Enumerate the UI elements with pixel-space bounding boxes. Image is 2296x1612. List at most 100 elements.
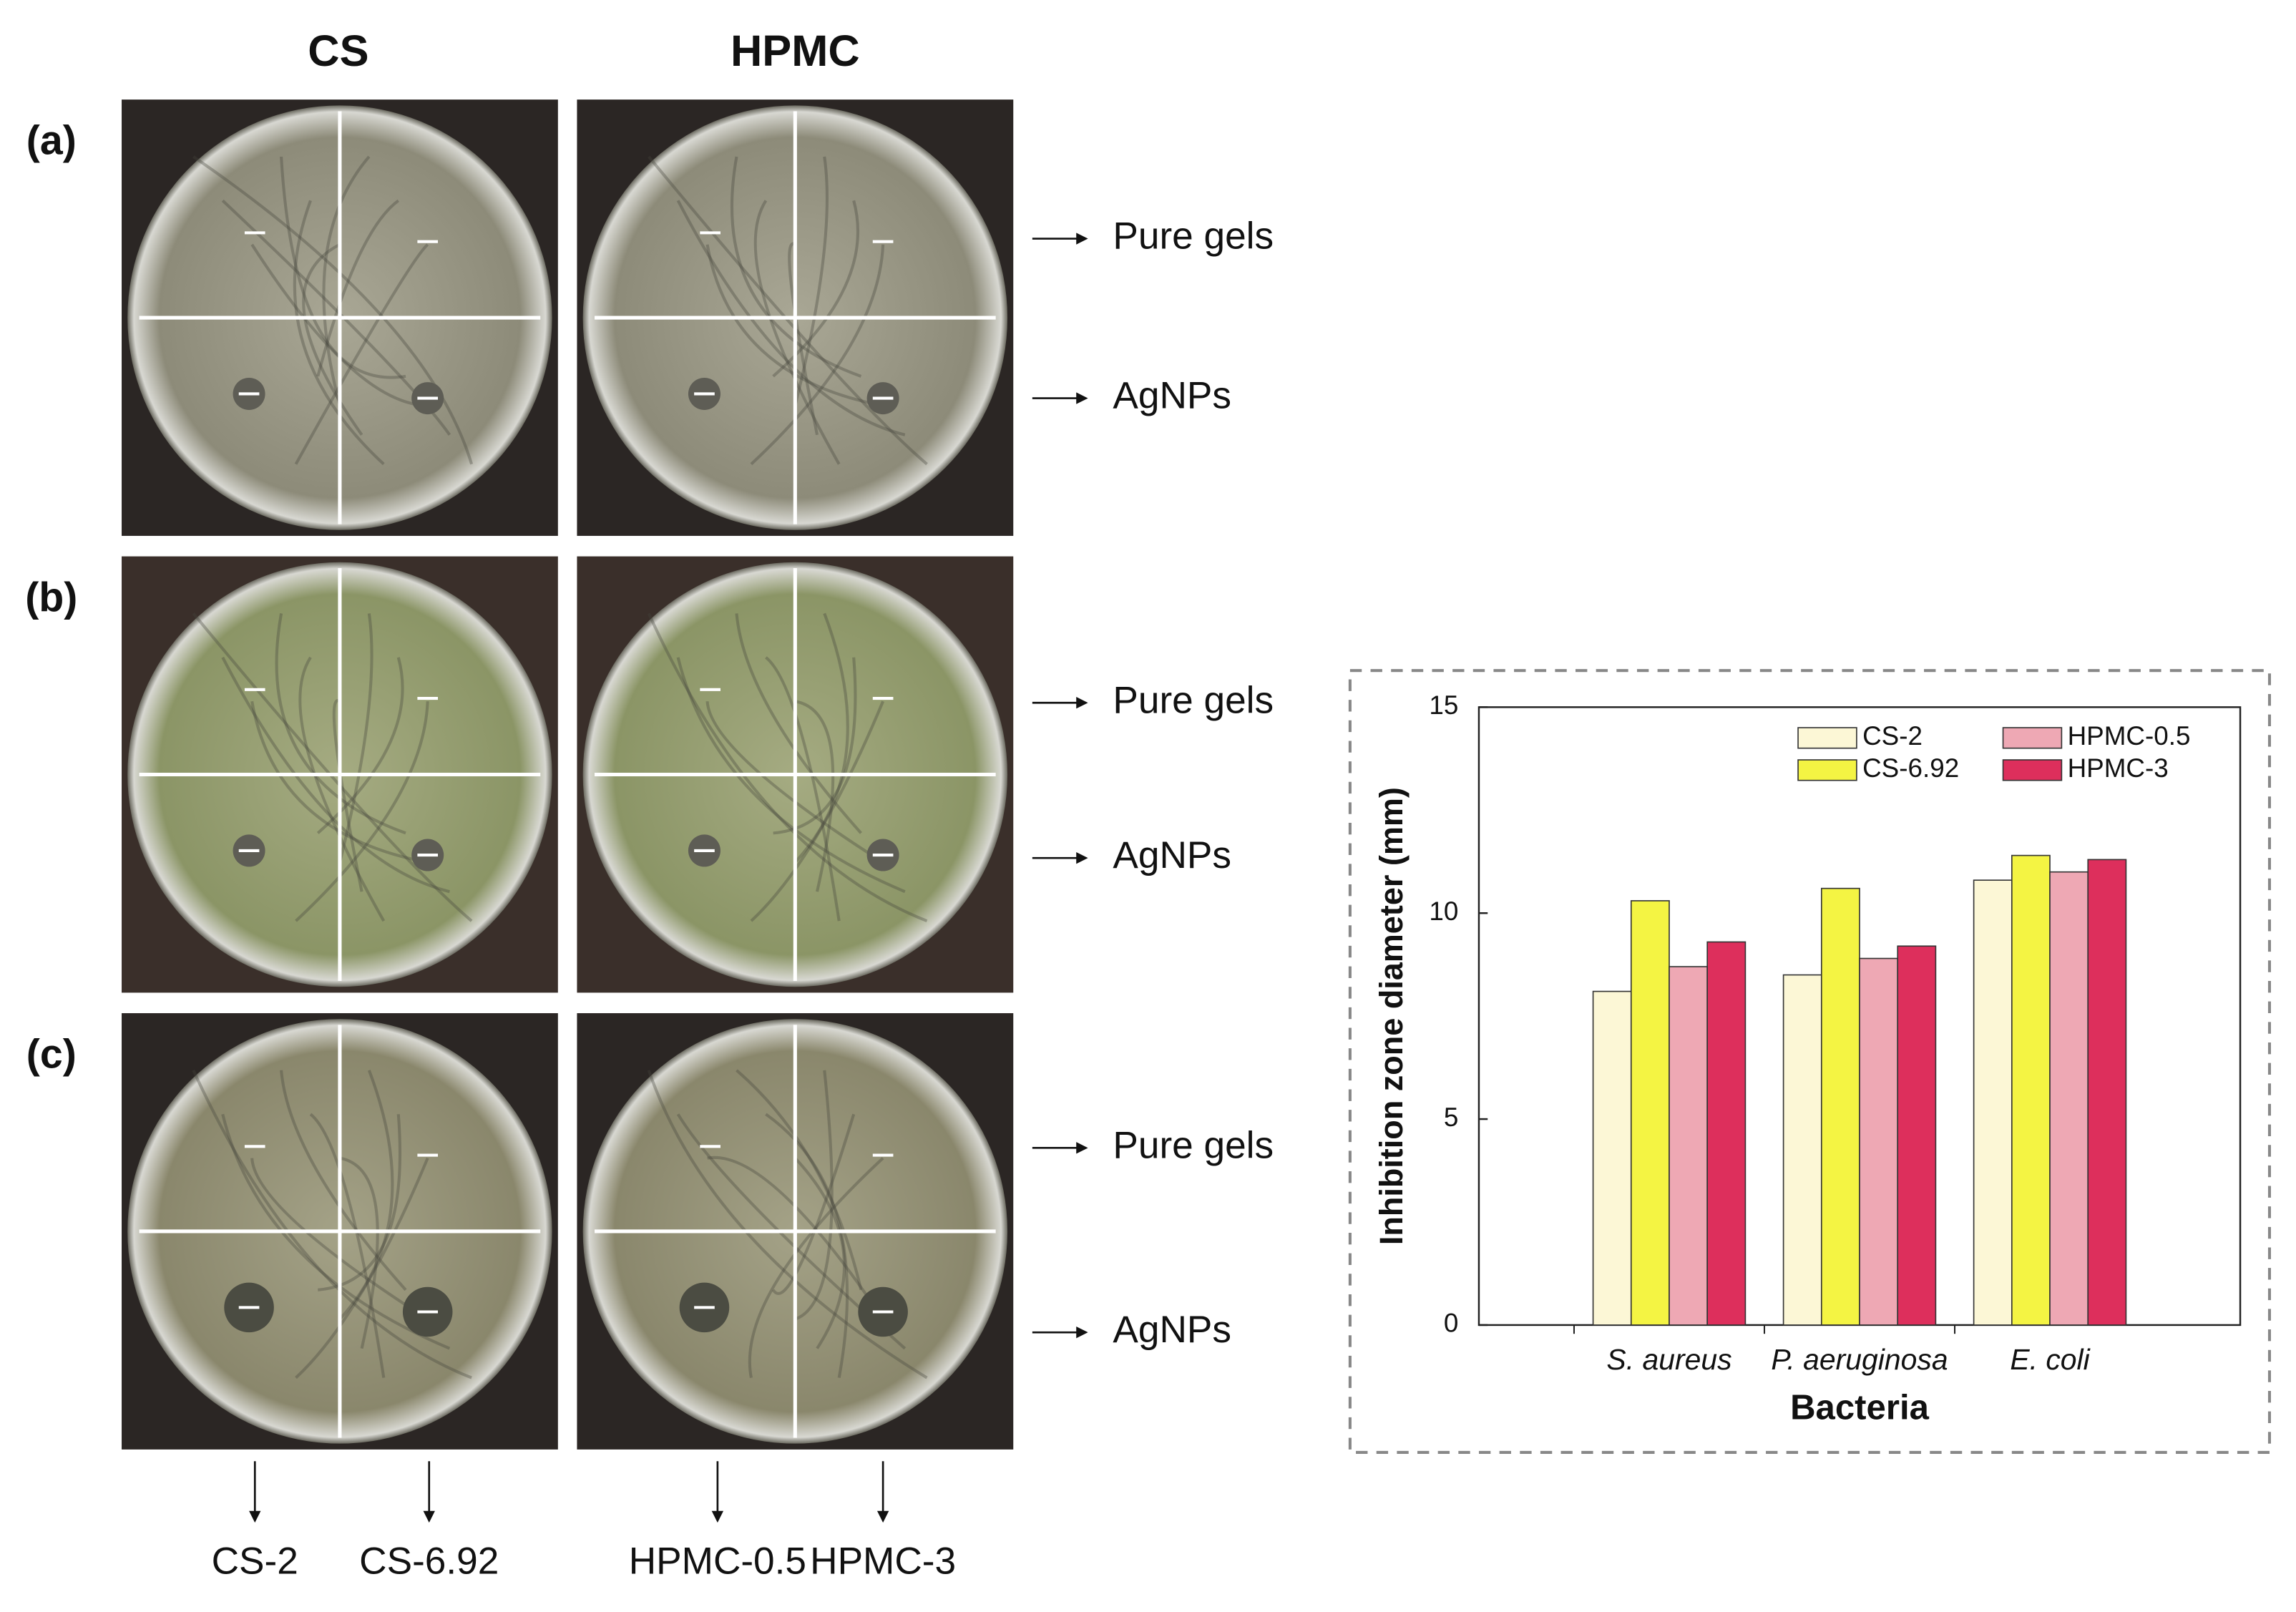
streak [676,657,906,894]
streak [302,243,363,436]
streak [793,156,829,406]
streak [676,200,906,436]
streak [736,1069,863,1291]
row-label: (c) [26,1032,77,1078]
sample-label: CS-6.92 [359,1540,499,1583]
streak [338,613,373,863]
row-label: (a) [26,118,77,164]
sample-label: CS-2 [212,1540,298,1583]
streak [750,244,885,466]
streak [793,612,849,864]
streak [794,700,835,892]
bar [1973,879,2013,1326]
legend-label: CS-6.92 [1862,753,1959,783]
legend-swatch [2002,727,2063,749]
arrow-head [423,1510,435,1523]
streak [647,612,928,923]
annotation: AgNPs [1113,834,1231,876]
legend-swatch [2002,759,2063,781]
x-tick-label: E. coli [2010,1343,2090,1376]
petri-dish-photo [122,1013,558,1450]
streak [339,1156,379,1349]
streak [309,1113,386,1378]
y-tick-label: 15 [1429,690,1458,720]
row-label: (b) [25,575,77,620]
streak [221,1113,451,1350]
streak [707,1156,884,1320]
petri-dish-photo [577,556,1014,993]
bar [1630,900,1670,1326]
streak [793,1157,846,1349]
streak [280,1070,407,1291]
streak [765,1113,849,1378]
streak [316,199,399,377]
petri-dish-photo [122,556,558,993]
streak [794,1070,834,1321]
legend-swatch [1797,727,1857,749]
bar [2011,854,2051,1326]
streak [730,156,862,378]
streak [676,1113,907,1350]
streak [765,656,841,922]
streak [322,155,371,406]
bar [1820,887,1860,1326]
streak [293,200,385,466]
streak [294,243,429,465]
arrow-head [1076,697,1088,709]
streak [753,200,841,465]
bar [1706,941,1747,1326]
streak [298,656,386,922]
streak [316,657,404,834]
annotation: AgNPs [1113,375,1231,417]
arrow-head [711,1510,724,1523]
streak [221,656,450,894]
petri-dish-photo [577,99,1014,536]
streak [295,1157,429,1379]
column-title: HPMC [731,26,860,76]
legend-label: HPMC-3 [2068,753,2169,783]
petri-dish-photo [577,1013,1014,1450]
annotation: Pure gels [1113,215,1274,258]
legend-label: CS-2 [1862,721,1923,751]
streak [750,700,885,922]
streak [648,155,928,466]
bar [1592,990,1632,1326]
sample-label: HPMC-0.5 [629,1540,806,1583]
bar [1669,966,1709,1326]
streak [192,612,473,922]
petri-dish-photo [122,99,558,536]
streak [338,1070,394,1321]
arrow-head [1076,851,1088,864]
streak [221,199,451,436]
bar [2049,871,2089,1326]
y-tick-label: 5 [1444,1103,1458,1132]
streak [772,200,860,378]
y-tick-label: 0 [1444,1309,1458,1338]
arrow-head [249,1510,261,1523]
arrow-head [876,1510,889,1523]
streak [705,244,884,407]
x-tick-label: P. aeruginosa [1771,1343,1948,1376]
streak [748,1157,884,1378]
arrow-head [1076,233,1088,245]
column-title: CS [308,26,368,76]
chart-frame [1348,669,2272,1454]
streak [295,701,429,922]
legend-label: HPMC-0.5 [2068,721,2191,751]
streak [771,1113,856,1295]
bar [2087,859,2127,1326]
streak [250,1158,429,1321]
bar [1782,974,1822,1326]
y-axis-title: Inhibition zone diameter (mm) [1373,787,1410,1245]
arrow-head [1076,1326,1088,1339]
bar [1897,945,1937,1326]
streak [280,156,406,379]
streak [275,613,406,835]
sample-label: HPMC-3 [810,1540,956,1583]
y-tick-label: 10 [1429,897,1458,926]
legend-swatch [1797,759,1857,781]
streak [192,1070,472,1379]
streak [788,242,819,436]
streak [250,243,428,407]
